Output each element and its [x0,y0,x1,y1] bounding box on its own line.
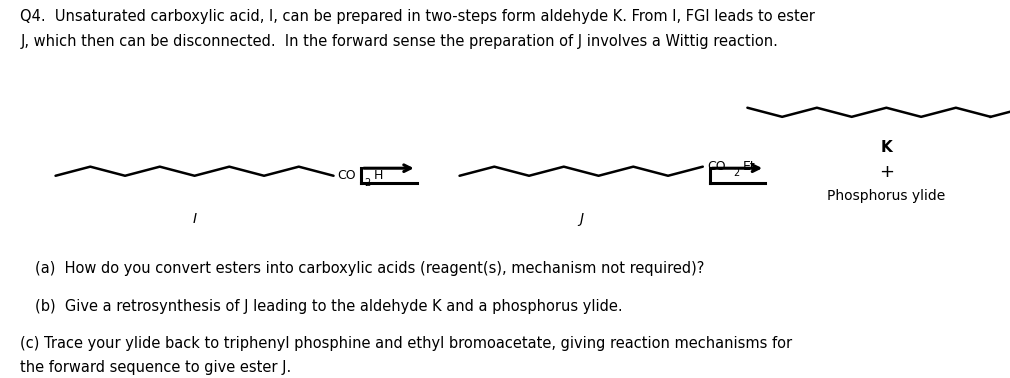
Text: +: + [879,163,894,181]
Text: H: H [374,169,384,182]
Text: Et: Et [743,160,755,173]
Text: CO: CO [337,169,357,182]
Text: J: J [579,212,583,226]
Text: (a)  How do you convert esters into carboxylic acids (reagent(s), mechanism not : (a) How do you convert esters into carbo… [35,261,705,276]
Text: K: K [881,140,892,155]
Text: J, which then can be disconnected.  In the forward sense the preparation of J in: J, which then can be disconnected. In th… [20,34,778,49]
Text: I: I [193,212,197,226]
Text: Phosphorus ylide: Phosphorus ylide [827,189,945,203]
Text: Q4.  Unsaturated carboxylic acid, I, can be prepared in two-steps form aldehyde : Q4. Unsaturated carboxylic acid, I, can … [20,9,815,25]
Text: 2: 2 [364,178,370,187]
Text: (c) Trace your ylide back to triphenyl phosphine and ethyl bromoacetate, giving : (c) Trace your ylide back to triphenyl p… [20,336,792,352]
Text: CO: CO [707,160,725,173]
Text: (b)  Give a retrosynthesis of J leading to the aldehyde K and a phosphorus ylide: (b) Give a retrosynthesis of J leading t… [35,299,623,314]
Text: the forward sequence to give ester J.: the forward sequence to give ester J. [20,360,292,375]
Text: 2: 2 [733,169,739,178]
